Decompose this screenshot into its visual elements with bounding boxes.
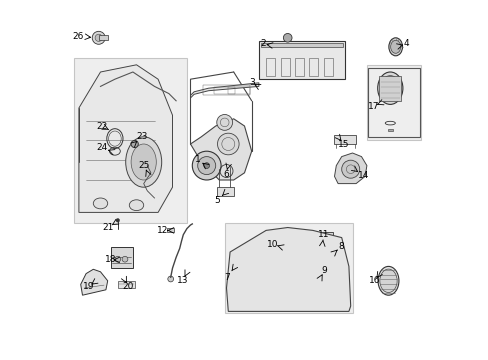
Text: 16: 16 xyxy=(368,276,380,285)
Text: 26: 26 xyxy=(72,32,84,41)
Text: 19: 19 xyxy=(83,282,95,291)
Text: 9: 9 xyxy=(321,266,326,275)
Text: 17: 17 xyxy=(367,102,378,111)
Text: 6: 6 xyxy=(223,170,228,179)
Bar xyxy=(334,135,355,144)
Text: 15: 15 xyxy=(337,140,349,149)
Circle shape xyxy=(116,219,120,222)
Bar xyxy=(228,87,249,94)
Bar xyxy=(213,87,235,94)
Circle shape xyxy=(341,160,359,178)
Bar xyxy=(294,58,303,76)
Text: 10: 10 xyxy=(266,240,278,248)
Text: 4: 4 xyxy=(403,40,408,49)
Bar xyxy=(323,58,332,76)
Ellipse shape xyxy=(377,72,402,104)
Bar xyxy=(309,58,318,76)
Bar xyxy=(167,228,174,232)
Circle shape xyxy=(92,31,105,44)
Text: 12: 12 xyxy=(157,226,168,235)
Bar xyxy=(303,232,332,245)
Bar xyxy=(111,247,133,268)
Text: 18: 18 xyxy=(104,256,116,264)
Ellipse shape xyxy=(390,40,400,53)
Circle shape xyxy=(95,34,102,41)
Bar xyxy=(73,58,186,223)
Text: 20: 20 xyxy=(122,282,134,291)
Text: 5: 5 xyxy=(213,197,219,205)
Bar xyxy=(260,43,342,47)
Ellipse shape xyxy=(379,269,396,292)
Polygon shape xyxy=(81,269,107,295)
Text: 23: 23 xyxy=(136,132,147,141)
Ellipse shape xyxy=(93,198,107,209)
Bar xyxy=(258,41,345,79)
Text: 7: 7 xyxy=(224,273,230,282)
Circle shape xyxy=(283,33,291,42)
Bar xyxy=(224,223,352,313)
Circle shape xyxy=(122,256,127,262)
Text: 22: 22 xyxy=(96,122,107,131)
Circle shape xyxy=(115,256,121,262)
Circle shape xyxy=(216,114,232,130)
Bar xyxy=(280,58,289,76)
Ellipse shape xyxy=(129,200,143,211)
Bar xyxy=(367,68,419,137)
Circle shape xyxy=(316,270,326,281)
Polygon shape xyxy=(190,83,258,98)
Ellipse shape xyxy=(380,76,399,101)
Bar xyxy=(379,76,400,101)
Polygon shape xyxy=(334,153,366,184)
Polygon shape xyxy=(226,228,350,311)
Ellipse shape xyxy=(388,38,402,56)
Text: 25: 25 xyxy=(139,161,150,170)
Bar xyxy=(265,234,298,248)
Ellipse shape xyxy=(125,137,162,187)
Ellipse shape xyxy=(131,144,156,180)
Circle shape xyxy=(318,273,324,278)
Bar xyxy=(366,65,420,140)
Text: 13: 13 xyxy=(177,276,188,285)
Text: 1: 1 xyxy=(194,155,200,163)
Bar xyxy=(203,85,249,95)
Text: 2: 2 xyxy=(260,40,265,49)
Circle shape xyxy=(329,265,335,271)
Circle shape xyxy=(217,133,239,155)
Polygon shape xyxy=(79,65,172,212)
Bar xyxy=(265,58,275,76)
Text: 11: 11 xyxy=(317,230,329,239)
Circle shape xyxy=(167,276,173,282)
Ellipse shape xyxy=(377,266,398,295)
Bar xyxy=(217,187,233,196)
Circle shape xyxy=(131,140,138,148)
Text: 8: 8 xyxy=(337,242,343,251)
Text: 3: 3 xyxy=(248,78,254,87)
Circle shape xyxy=(203,163,209,168)
Bar xyxy=(387,129,392,131)
Text: 24: 24 xyxy=(96,143,107,152)
Circle shape xyxy=(197,157,215,175)
Bar xyxy=(118,281,135,288)
Bar xyxy=(99,35,108,40)
Polygon shape xyxy=(190,119,251,180)
Circle shape xyxy=(192,151,221,180)
Text: 21: 21 xyxy=(102,223,113,232)
Circle shape xyxy=(333,247,340,254)
Text: 14: 14 xyxy=(357,171,368,180)
